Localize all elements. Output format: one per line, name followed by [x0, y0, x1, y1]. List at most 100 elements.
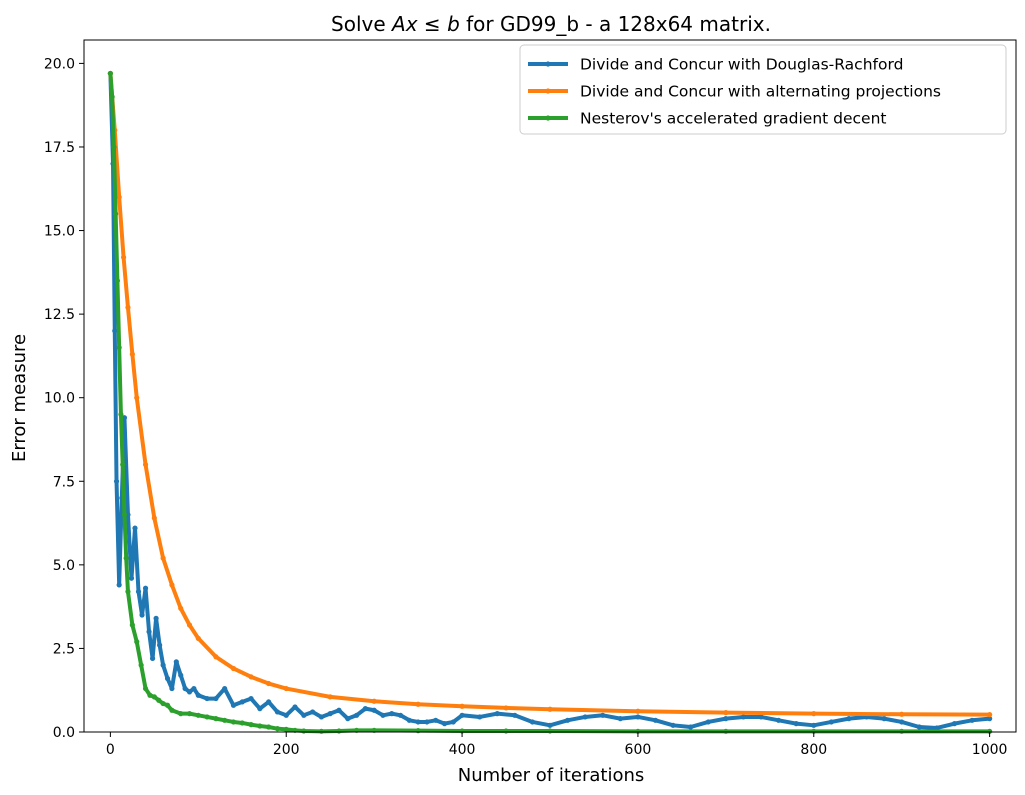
data-point — [169, 707, 175, 713]
y-tick-label: 7.5 — [53, 474, 75, 490]
data-point — [195, 712, 201, 718]
x-tick-label: 600 — [625, 742, 652, 758]
data-point — [116, 344, 122, 351]
legend-marker — [545, 88, 551, 94]
data-point — [266, 699, 272, 705]
data-point — [600, 712, 606, 718]
data-point — [582, 714, 588, 720]
series-line — [108, 71, 992, 730]
data-point — [239, 699, 245, 705]
data-point — [164, 675, 171, 682]
data-point — [257, 706, 263, 712]
data-point — [142, 461, 149, 468]
data-point — [213, 695, 219, 702]
data-point — [723, 716, 729, 722]
data-point — [459, 703, 465, 709]
legend-marker — [545, 115, 551, 121]
data-point — [503, 705, 509, 711]
y-tick-label: 5.0 — [53, 558, 75, 574]
data-point — [433, 717, 439, 723]
data-point — [151, 694, 157, 700]
data-point — [230, 665, 237, 672]
data-point — [173, 659, 179, 665]
data-point — [151, 515, 157, 521]
data-point — [114, 278, 121, 284]
data-point — [503, 728, 509, 734]
data-point — [186, 711, 193, 717]
y-tick-label: 10.0 — [44, 391, 75, 407]
data-point — [327, 694, 333, 700]
data-point — [195, 635, 201, 642]
data-point — [459, 712, 465, 718]
y-tick-label: 12.5 — [44, 307, 75, 323]
data-point — [345, 716, 351, 722]
data-point — [793, 721, 799, 727]
data-point — [178, 605, 184, 611]
data-point — [147, 692, 153, 698]
legend-label: Divide and Concur with alternating proje… — [580, 83, 941, 101]
data-point — [157, 642, 163, 648]
data-point — [125, 304, 131, 311]
data-point — [635, 728, 641, 734]
data-point — [239, 720, 245, 726]
series-1 — [107, 70, 993, 731]
data-point — [222, 717, 228, 723]
title-math-ax: Ax — [390, 12, 418, 36]
data-point — [987, 716, 993, 722]
data-point — [362, 706, 368, 712]
data-point — [811, 722, 817, 728]
data-point — [274, 709, 281, 715]
data-point — [318, 714, 324, 720]
axes-frame — [83, 39, 1017, 733]
data-point — [318, 728, 324, 734]
data-point — [397, 712, 404, 718]
data-point — [450, 719, 456, 725]
data-point — [178, 711, 184, 717]
data-point — [128, 575, 135, 581]
legend-item: Nesterov's accelerated gradient decent — [528, 110, 887, 128]
plot-area — [107, 70, 993, 734]
data-point — [109, 94, 115, 100]
data-point — [186, 689, 193, 695]
data-point — [301, 728, 307, 734]
title-math-b: b — [447, 12, 460, 36]
data-point — [776, 717, 782, 723]
x-tick-label: 800 — [800, 742, 827, 758]
data-point — [310, 709, 316, 715]
axis-ticks: 0 200 400 600 800 1000 0.0 2.5 5.0 7.5 10.0 12.5 15.… — [44, 39, 1017, 758]
data-point — [635, 714, 641, 720]
y-tick-label: 17.5 — [44, 140, 75, 156]
data-point — [301, 712, 307, 718]
x-tick-label: 1000 — [972, 742, 1008, 758]
data-point — [353, 712, 360, 718]
data-point — [230, 702, 237, 708]
data-point — [987, 712, 993, 718]
data-point — [916, 724, 922, 730]
data-point — [283, 712, 289, 718]
data-point — [274, 726, 281, 732]
data-point — [153, 615, 159, 621]
data-point — [129, 351, 135, 357]
data-point — [257, 723, 263, 729]
data-point — [222, 685, 228, 692]
data-point — [380, 712, 386, 718]
data-point — [828, 719, 834, 725]
data-point — [118, 411, 124, 418]
data-point — [846, 716, 852, 722]
title-suffix: for GD99_b - a 128x64 matrix. — [460, 12, 771, 36]
data-point — [969, 717, 975, 723]
data-point — [121, 512, 128, 518]
data-point — [164, 702, 171, 708]
data-point — [123, 555, 129, 561]
data-point — [934, 725, 940, 731]
data-point — [951, 721, 958, 727]
data-point — [723, 710, 729, 716]
data-point — [494, 711, 500, 717]
data-point — [129, 622, 135, 628]
legend-item: Divide and Concur with alternating proje… — [528, 83, 941, 101]
data-point — [112, 328, 118, 334]
legend-marker — [545, 61, 551, 67]
y-tick-label: 15.0 — [44, 224, 75, 240]
y-axis-title: Error measure — [9, 334, 30, 462]
data-point — [134, 639, 140, 645]
